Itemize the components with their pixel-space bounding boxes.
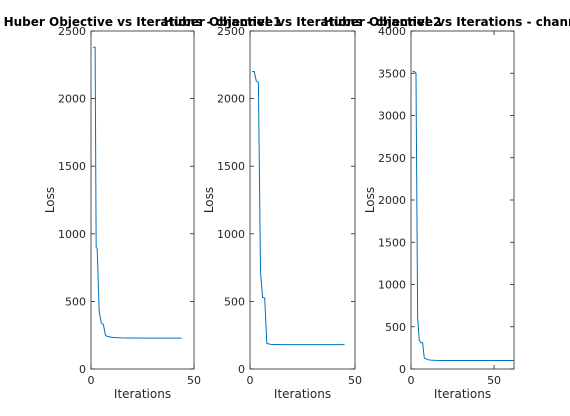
y-tick-label: 2000 bbox=[378, 194, 406, 207]
subplot-title: Huber Objective vs Iterations - channel … bbox=[164, 15, 442, 29]
y-tick-label: 1000 bbox=[217, 228, 245, 241]
y-axis-label: Loss bbox=[43, 187, 57, 213]
y-tick-label: 3500 bbox=[378, 67, 406, 80]
y-tick-label: 1000 bbox=[378, 279, 406, 292]
loss-series-line bbox=[93, 46, 182, 339]
y-tick-label: 0 bbox=[399, 363, 406, 376]
x-tick-label: 0 bbox=[88, 374, 95, 387]
y-tick-label: 500 bbox=[385, 321, 406, 334]
x-tick-label: 0 bbox=[247, 374, 254, 387]
y-tick-label: 1500 bbox=[378, 236, 406, 249]
y-tick-label: 0 bbox=[238, 363, 245, 376]
x-axis-label: Iterations bbox=[434, 387, 491, 401]
y-tick-label: 2500 bbox=[217, 25, 245, 38]
x-axis-label: Iterations bbox=[274, 387, 331, 401]
y-axis-label: Loss bbox=[363, 187, 377, 213]
y-tick-label: 1500 bbox=[58, 160, 86, 173]
y-tick-label: 4000 bbox=[378, 25, 406, 38]
y-tick-label: 2000 bbox=[217, 93, 245, 106]
y-tick-label: 2500 bbox=[58, 25, 86, 38]
y-tick-label: 3000 bbox=[378, 110, 406, 123]
x-tick-label: 50 bbox=[348, 374, 362, 387]
y-tick-label: 0 bbox=[79, 363, 86, 376]
loss-series-line bbox=[252, 71, 345, 346]
x-axis-label: Iterations bbox=[114, 387, 171, 401]
y-tick-label: 500 bbox=[65, 295, 86, 308]
y-tick-label: 1500 bbox=[217, 160, 245, 173]
subplot-2: 0 500 1000 1500 2000 2500 0 50 Iterations Loss bbox=[202, 25, 362, 401]
x-tick-label: 50 bbox=[187, 374, 201, 387]
subplot-1: 0 500 1000 1500 2000 2500 0 50 Iterations Loss bbox=[43, 25, 201, 401]
axes-frame bbox=[410, 30, 515, 370]
y-tick-label: 2500 bbox=[378, 152, 406, 165]
subplot-3: 0 500 1000 1500 2000 2500 3000 3500 4000 0 50Itera… bbox=[363, 25, 515, 401]
x-tick-label: 50 bbox=[487, 374, 501, 387]
axes-frame bbox=[249, 30, 356, 370]
subplot-title: Huber Objective vs Iterations - channel … bbox=[324, 15, 570, 29]
x-tick-label: 0 bbox=[408, 374, 415, 387]
y-tick-label: 500 bbox=[224, 295, 245, 308]
subplot-title: Huber Objective vs Iterations - channel … bbox=[4, 15, 282, 29]
y-axis-label: Loss bbox=[202, 187, 216, 213]
loss-series-line bbox=[412, 71, 514, 362]
y-tick-label: 1000 bbox=[58, 228, 86, 241]
axes-frame bbox=[90, 30, 195, 370]
y-tick-label: 2000 bbox=[58, 93, 86, 106]
